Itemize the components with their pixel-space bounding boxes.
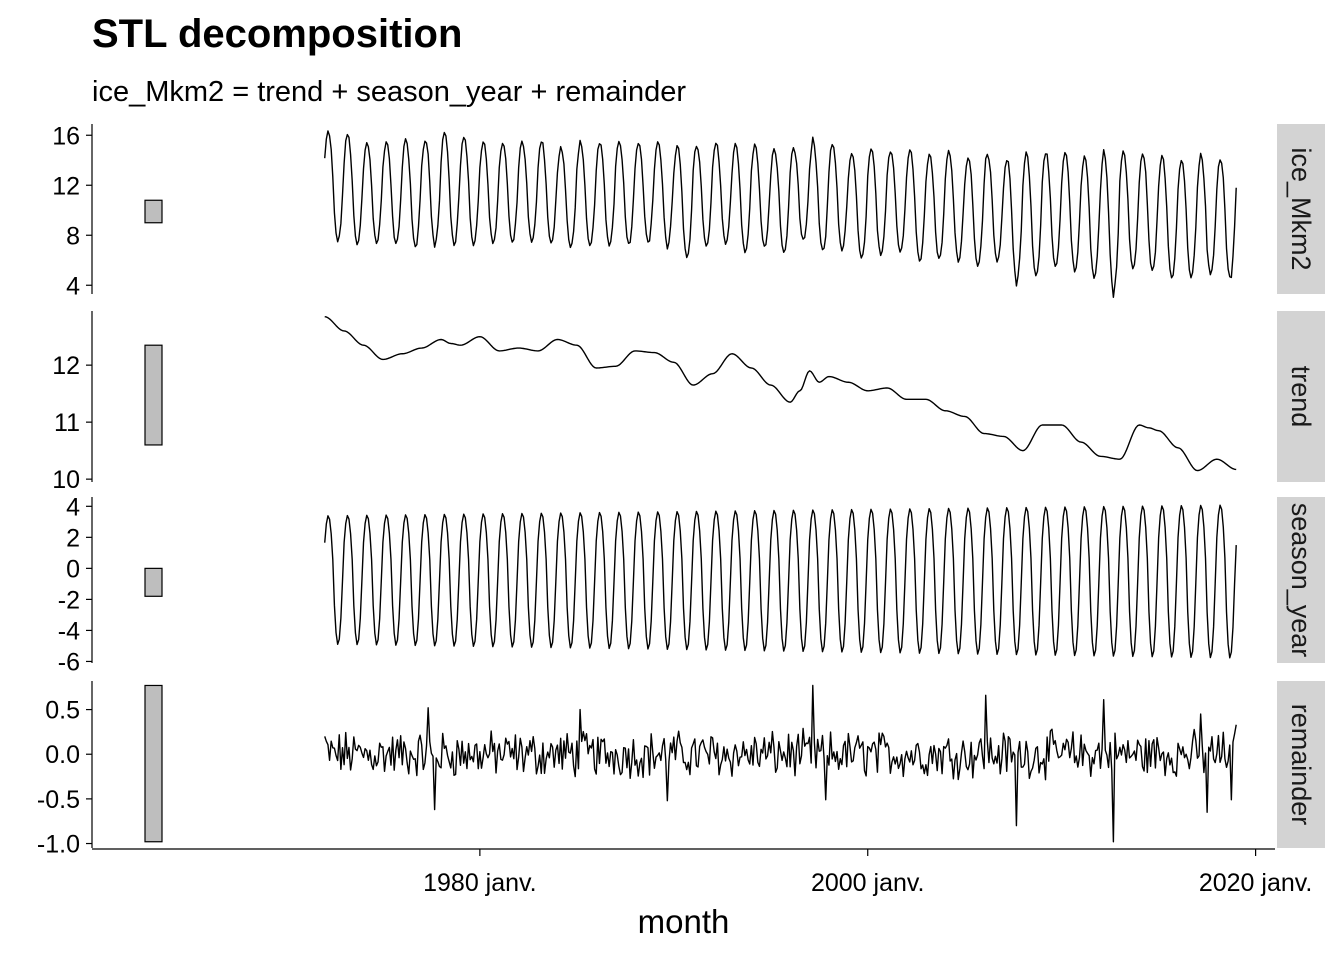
chart-subtitle: ice_Mkm2 = trend + season_year + remaind… (92, 76, 687, 108)
series-line-trend (324, 316, 1237, 472)
facet-strip-label: trend (1286, 366, 1316, 428)
y-tick-label: 4 (66, 272, 80, 300)
series-line-ice_Mkm2 (324, 130, 1237, 298)
chart-title: STL decomposition (92, 12, 463, 56)
facet-strip (1277, 497, 1325, 663)
y-tick-label: 4 (66, 493, 80, 521)
scale-bar (144, 199, 163, 224)
y-tick-label: 12 (52, 172, 80, 200)
facet-strip (1277, 311, 1325, 482)
y-tick-label: -4 (58, 617, 80, 645)
y-tick-label: 0 (66, 555, 80, 583)
y-tick-label: -2 (58, 586, 80, 614)
scale-bar (144, 567, 163, 597)
y-tick-label: 10 (52, 466, 80, 494)
y-tick-label: 0.5 (45, 697, 80, 725)
scale-bar (144, 344, 163, 446)
x-tick-label: 2020 janv. (1199, 869, 1313, 897)
y-tick-label: 8 (66, 222, 80, 250)
facet-strip (1277, 681, 1325, 848)
facet-strip-label: season_year (1286, 503, 1316, 658)
facet-strip-label: ice_Mkm2 (1286, 147, 1316, 270)
y-tick-label: -6 (58, 648, 80, 676)
right-margin (1325, 0, 1344, 960)
facet-strip (1277, 124, 1325, 294)
facet-strip-label: remainder (1286, 704, 1316, 826)
series-line-remainder (324, 684, 1237, 843)
scale-bar (144, 684, 163, 843)
y-tick-label: 11 (54, 409, 80, 437)
x-tick-label: 2000 janv. (811, 869, 925, 897)
series-line-season_year (324, 504, 1237, 659)
x-tick-label: 1980 janv. (423, 869, 537, 897)
x-axis-label: month (638, 903, 730, 940)
y-tick-label: 16 (52, 122, 80, 150)
y-tick-label: -0.5 (37, 786, 80, 814)
y-tick-label: 0.0 (45, 741, 80, 769)
y-tick-label: 2 (66, 524, 80, 552)
y-tick-label: -1.0 (37, 831, 80, 859)
y-tick-label: 12 (52, 352, 80, 380)
